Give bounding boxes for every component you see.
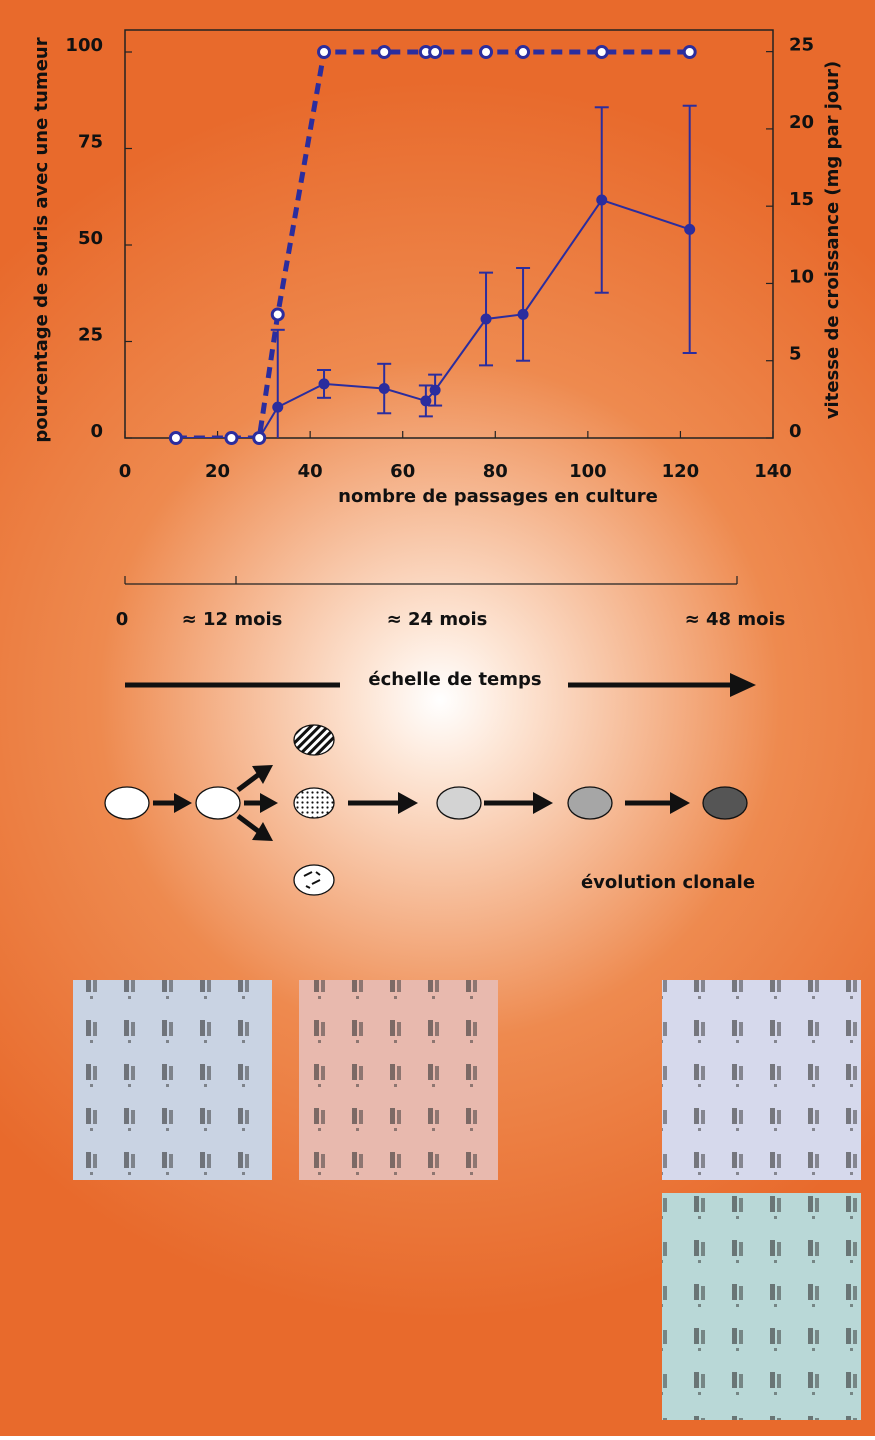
data-point (518, 47, 529, 58)
x-tick-label: 0 (119, 461, 132, 482)
data-point (226, 433, 237, 444)
x-axis-label: nombre de passages en culture (338, 486, 658, 507)
x-tick-label: 80 (483, 461, 508, 482)
data-point (684, 47, 695, 58)
time-label: 0 (116, 609, 129, 630)
cell (105, 787, 149, 819)
cell (294, 865, 334, 895)
data-point (596, 47, 607, 58)
x-tick-label: 60 (390, 461, 415, 482)
data-point (319, 379, 329, 389)
data-point (170, 433, 181, 444)
page: nombre de passages en culture pourcentag… (0, 0, 875, 1440)
y2-tick-label: 10 (789, 266, 814, 287)
figure: nombre de passages en culture pourcentag… (0, 0, 875, 1436)
y2-tick-label: 5 (789, 344, 802, 365)
cell (196, 787, 240, 819)
x-tick-label: 120 (662, 461, 700, 482)
y-tick-label: 0 (90, 421, 103, 442)
data-point (430, 47, 441, 58)
cell (568, 787, 612, 819)
y-tick-label: 100 (65, 35, 103, 56)
data-point (272, 309, 283, 320)
data-point (481, 314, 491, 324)
data-point (421, 396, 431, 406)
data-point (597, 195, 607, 205)
y-tick-label: 50 (78, 228, 103, 249)
data-point (685, 224, 695, 234)
data-point (379, 384, 389, 394)
time-label: ≈ 48 mois (685, 609, 786, 630)
karyotype-chromosomes (299, 980, 498, 1180)
evolution-label: évolution clonale (581, 872, 755, 893)
x-tick-label: 140 (754, 461, 792, 482)
data-point (379, 47, 390, 58)
y2-tick-label: 20 (789, 112, 814, 133)
data-point (430, 385, 440, 395)
karyotype-chromosomes (73, 980, 272, 1180)
data-point (481, 47, 492, 58)
cell (294, 725, 334, 755)
time-label: ≈ 12 mois (182, 609, 283, 630)
time-scale-label: échelle de temps (368, 669, 541, 690)
y2-axis-label: vitesse de croissance (mg par jour) (822, 61, 843, 419)
x-tick-label: 20 (205, 461, 230, 482)
y2-tick-label: 0 (789, 421, 802, 442)
y2-tick-label: 15 (789, 189, 814, 210)
data-point (273, 402, 283, 412)
cell (437, 787, 481, 819)
y-tick-label: 75 (78, 132, 103, 153)
data-point (518, 309, 528, 319)
y-tick-label: 25 (78, 325, 103, 346)
x-tick-label: 100 (569, 461, 607, 482)
data-point (319, 47, 330, 58)
x-tick-label: 40 (298, 461, 323, 482)
y2-tick-label: 25 (789, 35, 814, 56)
karyotype-chromosomes (662, 1193, 861, 1420)
y-axis-label: pourcentage de souris avec une tumeur (31, 37, 52, 442)
data-point (254, 433, 265, 444)
karyotype-chromosomes (662, 980, 861, 1180)
cell (703, 787, 747, 819)
cell (294, 788, 334, 818)
time-label: ≈ 24 mois (387, 609, 488, 630)
